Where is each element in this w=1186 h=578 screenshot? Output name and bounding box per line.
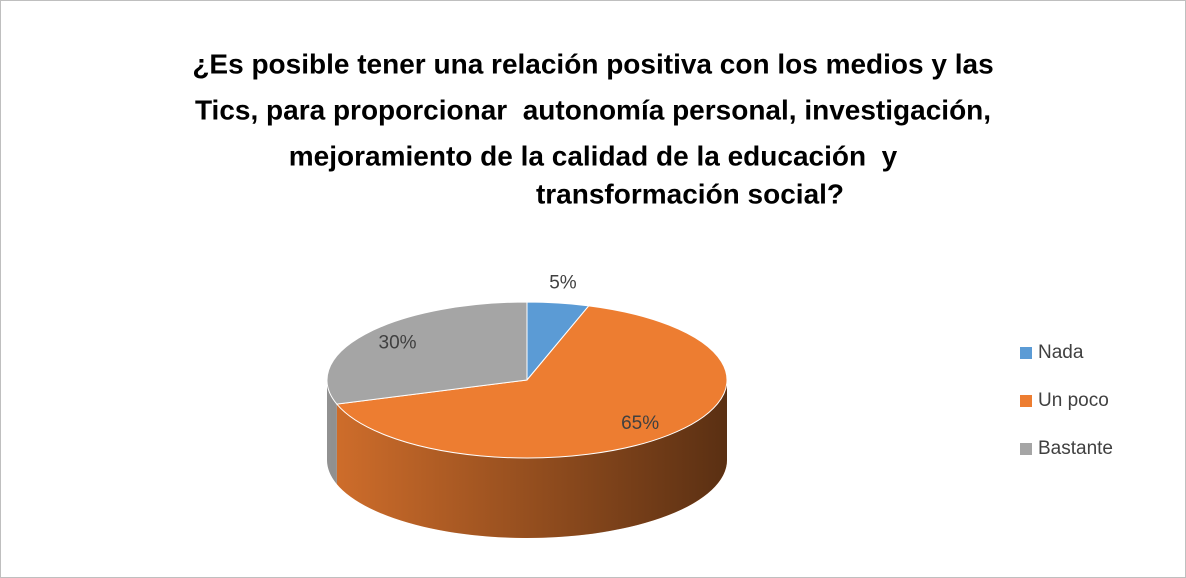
- legend-swatch: [1020, 395, 1032, 407]
- legend-label: Bastante: [1038, 438, 1113, 459]
- slice: [326, 301, 528, 405]
- legend-label: Un poco: [1038, 390, 1109, 411]
- chart-title: mejoramiento de la calidad de la educaci…: [289, 140, 898, 171]
- legend-swatch: [1020, 443, 1032, 455]
- slice: [335, 305, 728, 459]
- legend-swatch: [1020, 347, 1032, 359]
- side-shade: [327, 380, 727, 538]
- legend-label: Nada: [1038, 342, 1084, 363]
- data-label: 30%: [379, 332, 417, 353]
- chart-title: transformación social?: [536, 178, 844, 209]
- chart-title: Tics, para proporcionar autonomía person…: [195, 94, 991, 125]
- chart-title: ¿Es posible tener una relación positiva …: [192, 48, 993, 79]
- data-label: 65%: [621, 413, 659, 434]
- data-label: 5%: [549, 272, 577, 293]
